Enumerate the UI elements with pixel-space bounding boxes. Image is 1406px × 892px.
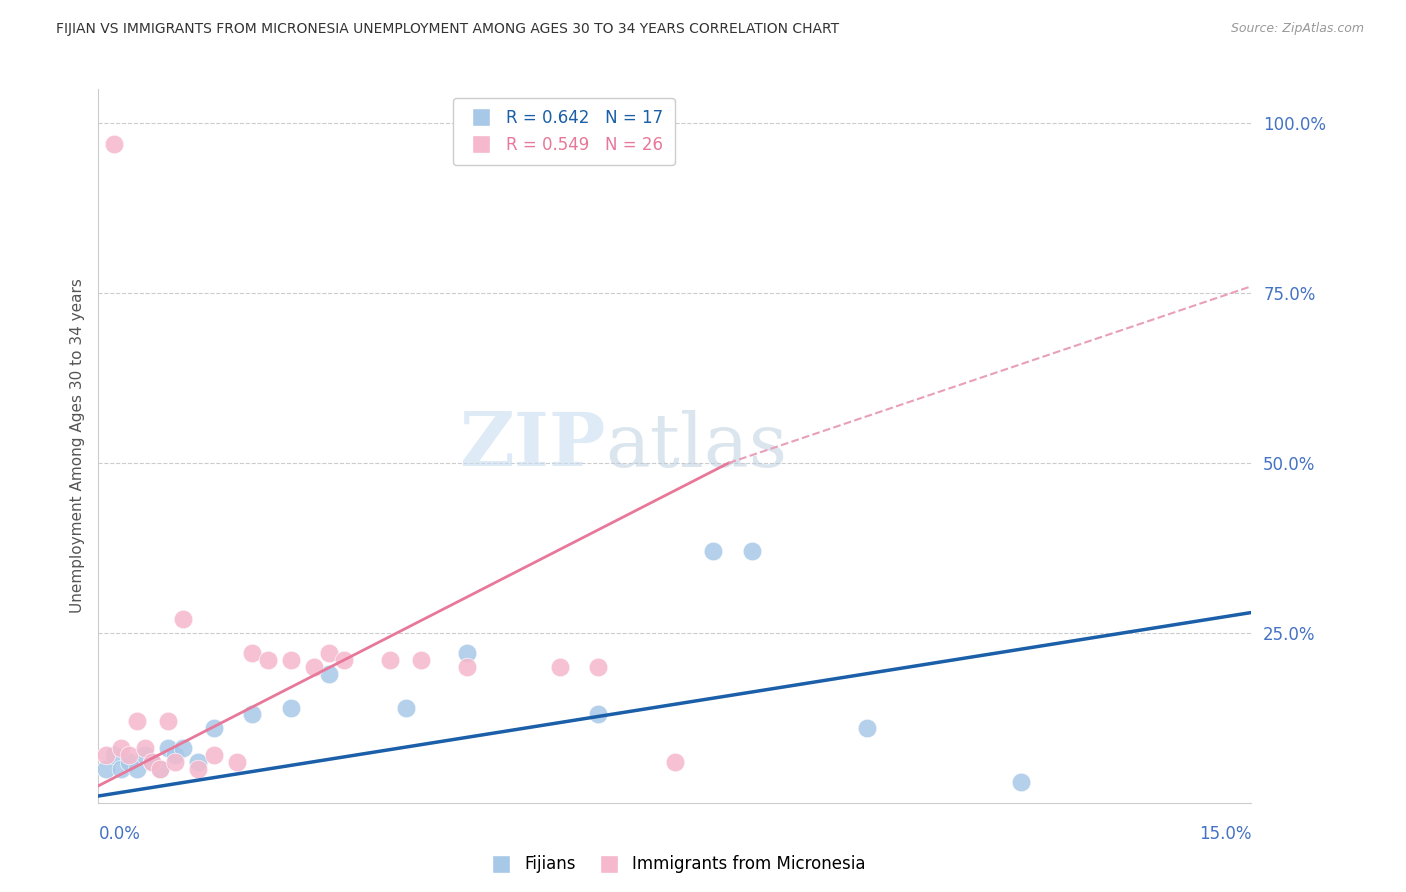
Point — [118, 748, 141, 763]
Point — [333, 653, 356, 667]
Point — [187, 755, 209, 769]
Text: Source: ZipAtlas.com: Source: ZipAtlas.com — [1230, 22, 1364, 36]
Point — [1010, 775, 1032, 789]
Point — [240, 646, 263, 660]
Point — [202, 721, 225, 735]
Point — [586, 660, 609, 674]
Point — [156, 714, 179, 729]
Text: 0.0%: 0.0% — [98, 825, 141, 843]
Point — [280, 700, 302, 714]
Point — [110, 741, 132, 756]
Point — [141, 755, 163, 769]
Point — [280, 653, 302, 667]
Point — [302, 660, 325, 674]
Point — [141, 755, 163, 769]
Point — [240, 707, 263, 722]
Point — [134, 741, 156, 756]
Point — [125, 762, 148, 776]
Text: ZIP: ZIP — [460, 409, 606, 483]
Point — [318, 646, 340, 660]
Point — [456, 660, 478, 674]
Point — [456, 646, 478, 660]
Point — [741, 544, 763, 558]
Point — [134, 748, 156, 763]
Point — [380, 653, 402, 667]
Legend: Fijians, Immigrants from Micronesia: Fijians, Immigrants from Micronesia — [478, 849, 872, 880]
Point — [165, 748, 187, 763]
Point — [110, 762, 132, 776]
Point — [187, 762, 209, 776]
Point — [156, 741, 179, 756]
Point — [548, 660, 571, 674]
Point — [94, 748, 117, 763]
Point — [664, 755, 686, 769]
Text: atlas: atlas — [606, 409, 787, 483]
Point — [225, 755, 247, 769]
Y-axis label: Unemployment Among Ages 30 to 34 years: Unemployment Among Ages 30 to 34 years — [69, 278, 84, 614]
Point — [103, 136, 125, 151]
Point — [172, 612, 194, 626]
Point — [165, 755, 187, 769]
Point — [202, 748, 225, 763]
Point — [256, 653, 278, 667]
Point — [149, 762, 172, 776]
Point — [586, 707, 609, 722]
Point — [395, 700, 418, 714]
Point — [94, 762, 117, 776]
Text: 15.0%: 15.0% — [1199, 825, 1251, 843]
Point — [125, 714, 148, 729]
Point — [702, 544, 724, 558]
Point — [172, 741, 194, 756]
Text: FIJIAN VS IMMIGRANTS FROM MICRONESIA UNEMPLOYMENT AMONG AGES 30 TO 34 YEARS CORR: FIJIAN VS IMMIGRANTS FROM MICRONESIA UNE… — [56, 22, 839, 37]
Point — [103, 748, 125, 763]
Point — [318, 666, 340, 681]
Point — [149, 762, 172, 776]
Point — [411, 653, 433, 667]
Point — [856, 721, 879, 735]
Point — [118, 755, 141, 769]
